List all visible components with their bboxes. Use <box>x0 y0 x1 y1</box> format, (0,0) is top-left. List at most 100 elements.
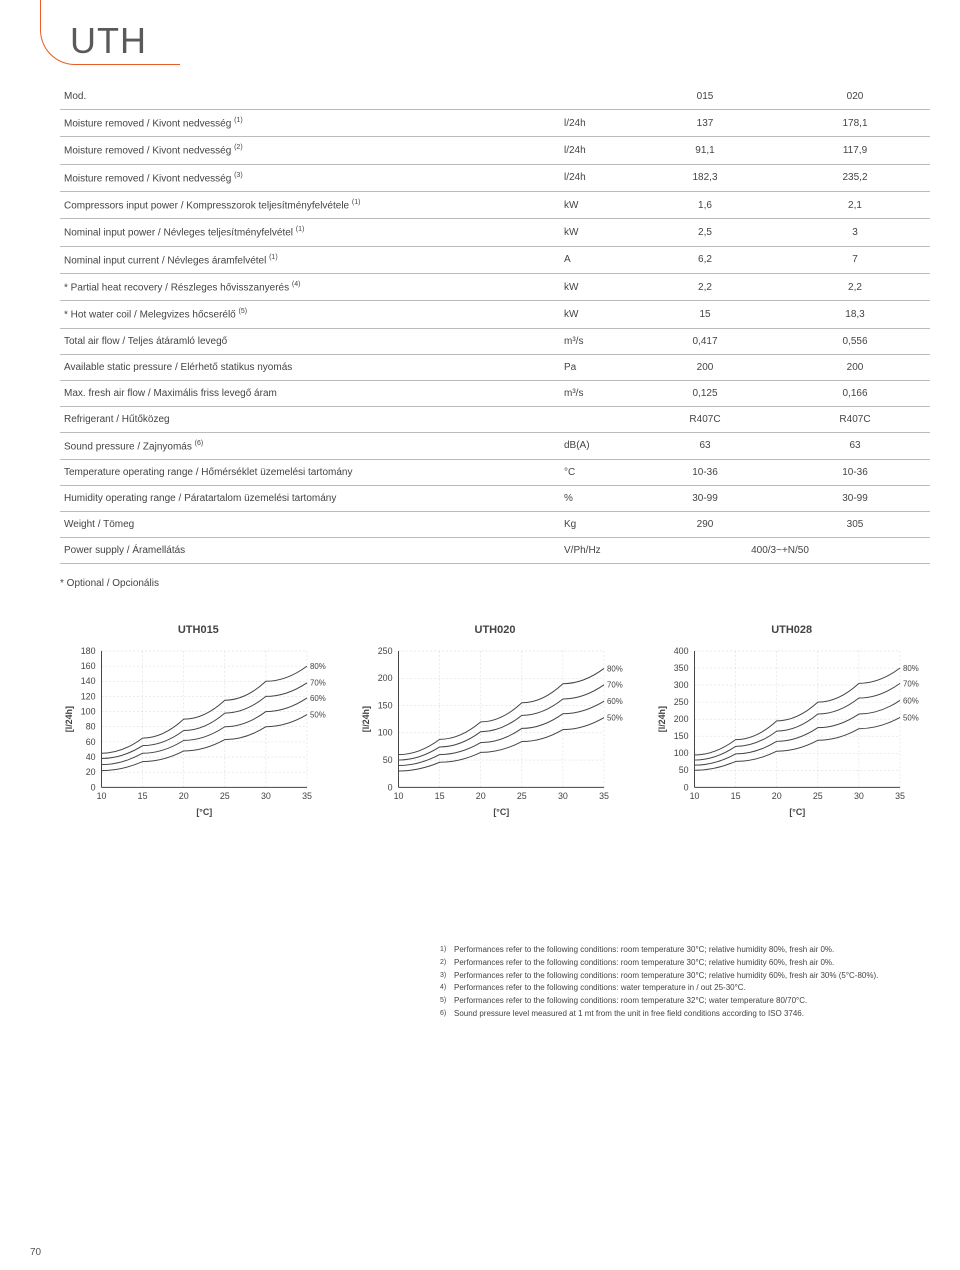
svg-text:100: 100 <box>674 748 689 758</box>
header-015: 015 <box>630 84 780 110</box>
table-row: Humidity operating range / Páratartalom … <box>60 485 930 511</box>
svg-text:15: 15 <box>731 791 741 801</box>
table-row: * Partial heat recovery / Részleges hővi… <box>60 273 930 300</box>
row-label: Nominal input current / Névleges áramfel… <box>60 246 560 273</box>
chart-title: UTH028 <box>653 624 930 636</box>
svg-text:150: 150 <box>674 731 689 741</box>
row-label: Sound pressure / Zajnyomás (6) <box>60 432 560 459</box>
svg-text:[°C]: [°C] <box>493 807 509 817</box>
row-value-2: 3 <box>780 219 930 246</box>
row-unit: Pa <box>560 354 630 380</box>
svg-text:250: 250 <box>674 697 689 707</box>
row-value-2: 235,2 <box>780 164 930 191</box>
row-label: Moisture removed / Kivont nedvesség (1) <box>60 110 560 137</box>
row-unit: kW <box>560 219 630 246</box>
svg-text:60%: 60% <box>310 694 326 703</box>
chart-svg: 10152025303505010015020025080%70%60%50%[… <box>357 642 634 822</box>
row-value-1: 0,417 <box>630 328 780 354</box>
table-row: Moisture removed / Kivont nedvesség (2)l… <box>60 137 930 164</box>
svg-text:0: 0 <box>387 782 392 792</box>
svg-text:80%: 80% <box>903 664 919 673</box>
svg-text:[l/24h]: [l/24h] <box>64 706 74 732</box>
row-unit: l/24h <box>560 164 630 191</box>
svg-text:50%: 50% <box>310 711 326 720</box>
row-value-1: 290 <box>630 511 780 537</box>
svg-text:100: 100 <box>377 728 392 738</box>
svg-text:[l/24h]: [l/24h] <box>657 706 667 732</box>
svg-text:100: 100 <box>81 706 96 716</box>
row-label: Nominal input power / Névleges teljesítm… <box>60 219 560 246</box>
table-row: Nominal input power / Névleges teljesítm… <box>60 219 930 246</box>
svg-text:35: 35 <box>302 791 312 801</box>
row-value-1: 0,125 <box>630 380 780 406</box>
row-value-2: 117,9 <box>780 137 930 164</box>
table-row: Power supply / ÁramellátásV/Ph/Hz400/3~+… <box>60 537 930 563</box>
svg-text:200: 200 <box>674 714 689 724</box>
table-row: Nominal input current / Névleges áramfel… <box>60 246 930 273</box>
table-row: Max. fresh air flow / Maximális friss le… <box>60 380 930 406</box>
footnotes: 1)Performances refer to the following co… <box>440 945 930 1020</box>
svg-text:25: 25 <box>220 791 230 801</box>
svg-text:[°C]: [°C] <box>790 807 806 817</box>
chart-title: UTH020 <box>357 624 634 636</box>
row-value-2: 30-99 <box>780 485 930 511</box>
row-label: Moisture removed / Kivont nedvesség (3) <box>60 164 560 191</box>
svg-text:120: 120 <box>81 691 96 701</box>
svg-text:70%: 70% <box>310 679 326 688</box>
svg-text:[l/24h]: [l/24h] <box>361 706 371 732</box>
svg-text:40: 40 <box>86 752 96 762</box>
table-row: * Hot water coil / Melegvizes hőcserélő … <box>60 301 930 328</box>
row-label: Humidity operating range / Páratartalom … <box>60 485 560 511</box>
svg-text:25: 25 <box>517 791 527 801</box>
svg-text:15: 15 <box>434 791 444 801</box>
row-value-1: 6,2 <box>630 246 780 273</box>
svg-text:35: 35 <box>599 791 609 801</box>
row-unit: A <box>560 246 630 273</box>
row-value-2: 200 <box>780 354 930 380</box>
svg-text:10: 10 <box>97 791 107 801</box>
svg-text:70%: 70% <box>903 679 919 688</box>
footnote: 3)Performances refer to the following co… <box>440 971 930 982</box>
svg-text:10: 10 <box>393 791 403 801</box>
row-unit <box>560 406 630 432</box>
svg-text:160: 160 <box>81 661 96 671</box>
svg-text:50%: 50% <box>607 713 623 722</box>
svg-text:15: 15 <box>138 791 148 801</box>
svg-text:30: 30 <box>854 791 864 801</box>
svg-text:80%: 80% <box>607 664 623 673</box>
svg-text:300: 300 <box>674 680 689 690</box>
footnote: 6)Sound pressure level measured at 1 mt … <box>440 1009 930 1020</box>
row-label: Moisture removed / Kivont nedvesség (2) <box>60 137 560 164</box>
svg-text:50%: 50% <box>903 713 919 722</box>
svg-text:80: 80 <box>86 722 96 732</box>
page-number: 70 <box>30 1247 41 1258</box>
svg-text:0: 0 <box>684 782 689 792</box>
table-row: Weight / TömegKg290305 <box>60 511 930 537</box>
header-mod: Mod. <box>60 84 560 110</box>
svg-text:400: 400 <box>674 646 689 656</box>
row-value-1: 2,2 <box>630 273 780 300</box>
svg-text:60%: 60% <box>903 696 919 705</box>
svg-text:70%: 70% <box>607 681 623 690</box>
svg-text:[°C]: [°C] <box>196 807 212 817</box>
svg-text:60: 60 <box>86 737 96 747</box>
row-value-2: 305 <box>780 511 930 537</box>
chart-uth020: UTH020 10152025303505010015020025080%70%… <box>357 624 634 825</box>
chart-svg: 10152025303505010015020025030035040080%7… <box>653 642 930 822</box>
row-unit: °C <box>560 459 630 485</box>
svg-text:50: 50 <box>382 755 392 765</box>
row-value-2: 0,166 <box>780 380 930 406</box>
row-label: Available static pressure / Elérhető sta… <box>60 354 560 380</box>
row-value-1: 182,3 <box>630 164 780 191</box>
row-label: Power supply / Áramellátás <box>60 537 560 563</box>
charts-row: UTH015 101520253035020406080100120140160… <box>60 624 930 825</box>
chart-svg: 10152025303502040608010012014016018080%7… <box>60 642 337 822</box>
row-unit: % <box>560 485 630 511</box>
chart-title: UTH015 <box>60 624 337 636</box>
row-label: * Partial heat recovery / Részleges hővi… <box>60 273 560 300</box>
header-020: 020 <box>780 84 930 110</box>
row-value-2: 2,2 <box>780 273 930 300</box>
row-value-2: R407C <box>780 406 930 432</box>
row-label: Refrigerant / Hűtőközeg <box>60 406 560 432</box>
svg-text:150: 150 <box>377 700 392 710</box>
